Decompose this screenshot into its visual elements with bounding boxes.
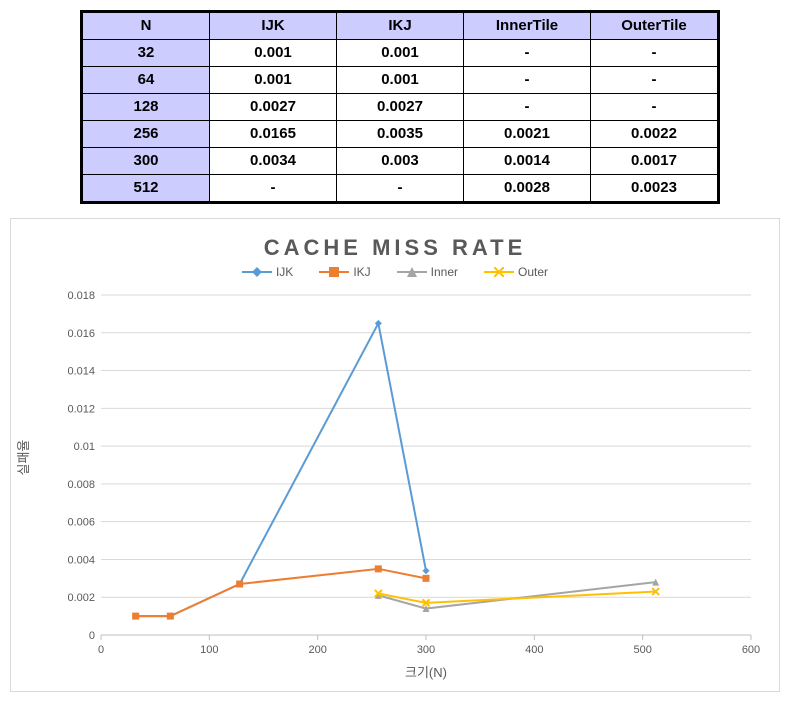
y-axis-label: 실패율 (13, 440, 32, 476)
table-cell: 0.001 (337, 67, 464, 94)
table-header: OuterTile (591, 12, 719, 40)
svg-text:0.014: 0.014 (67, 366, 95, 378)
svg-text:0.002: 0.002 (67, 592, 95, 604)
svg-text:0.012: 0.012 (67, 403, 95, 415)
svg-text:0.008: 0.008 (67, 479, 95, 491)
svg-text:크기(N): 크기(N) (405, 665, 447, 680)
svg-text:200: 200 (308, 644, 326, 656)
legend-label: IJK (276, 265, 293, 279)
svg-text:0.018: 0.018 (67, 290, 95, 302)
table-cell: 0.001 (210, 40, 337, 67)
table-rowhead: 128 (82, 94, 210, 121)
table-row: 512--0.00280.0023 (82, 175, 719, 203)
svg-text:0: 0 (98, 644, 104, 656)
legend-label: Outer (518, 265, 548, 279)
table-header: N (82, 12, 210, 40)
table-cell: - (210, 175, 337, 203)
svg-text:300: 300 (417, 644, 435, 656)
table-cell: - (464, 67, 591, 94)
legend-item: Outer (484, 265, 548, 279)
table-header: InnerTile (464, 12, 591, 40)
table-cell: 0.001 (337, 40, 464, 67)
svg-text:100: 100 (200, 644, 218, 656)
table-cell: 0.0021 (464, 121, 591, 148)
table-row: 320.0010.001-- (82, 40, 719, 67)
svg-text:600: 600 (742, 644, 760, 656)
legend-item: Inner (397, 265, 458, 279)
table-cell: 0.0034 (210, 148, 337, 175)
svg-text:0.006: 0.006 (67, 517, 95, 529)
svg-text:0.004: 0.004 (67, 554, 95, 566)
table-rowhead: 32 (82, 40, 210, 67)
table-cell: 0.003 (337, 148, 464, 175)
table-cell: 0.0165 (210, 121, 337, 148)
table-cell: - (591, 67, 719, 94)
table-cell: 0.001 (210, 67, 337, 94)
legend-item: IKJ (319, 265, 370, 279)
legend-label: Inner (431, 265, 458, 279)
table-cell: 0.0022 (591, 121, 719, 148)
table-rowhead: 256 (82, 121, 210, 148)
table-header: IJK (210, 12, 337, 40)
table-rowhead: 512 (82, 175, 210, 203)
chart-plot: 0 0.002 0.004 0.006 0.008 0.01 0.012 0.014 0.016… (41, 285, 761, 685)
table-cell: 0.0027 (210, 94, 337, 121)
table-row: 1280.00270.0027-- (82, 94, 719, 121)
table-cell: 0.0028 (464, 175, 591, 203)
table-cell: 0.0027 (337, 94, 464, 121)
chart-card: CACHE MISS RATE IJK IKJ Inner Outer 실패율 0 0.… (10, 218, 780, 692)
table-cell: 0.0017 (591, 148, 719, 175)
table-cell: - (337, 175, 464, 203)
chart-title: CACHE MISS RATE (21, 235, 769, 261)
legend-item: IJK (242, 265, 293, 279)
svg-text:0: 0 (89, 630, 95, 642)
table-cell: 0.0014 (464, 148, 591, 175)
legend-label: IKJ (353, 265, 370, 279)
table-row: 640.0010.001-- (82, 67, 719, 94)
table-cell: - (591, 40, 719, 67)
data-table: NIJKIKJInnerTileOuterTile 320.0010.001--… (80, 10, 720, 204)
table-cell: 0.0035 (337, 121, 464, 148)
table-row: 3000.00340.0030.00140.0017 (82, 148, 719, 175)
table-header: IKJ (337, 12, 464, 40)
table-row: 2560.01650.00350.00210.0022 (82, 121, 719, 148)
chart-legend: IJK IKJ Inner Outer (21, 265, 769, 279)
data-table-container: NIJKIKJInnerTileOuterTile 320.0010.001--… (10, 10, 790, 204)
svg-text:500: 500 (633, 644, 651, 656)
table-cell: 0.0023 (591, 175, 719, 203)
table-cell: - (464, 94, 591, 121)
table-cell: - (464, 40, 591, 67)
table-rowhead: 300 (82, 148, 210, 175)
svg-text:400: 400 (525, 644, 543, 656)
table-rowhead: 64 (82, 67, 210, 94)
table-cell: - (591, 94, 719, 121)
svg-text:0.016: 0.016 (67, 328, 95, 340)
svg-text:0.01: 0.01 (74, 441, 95, 453)
